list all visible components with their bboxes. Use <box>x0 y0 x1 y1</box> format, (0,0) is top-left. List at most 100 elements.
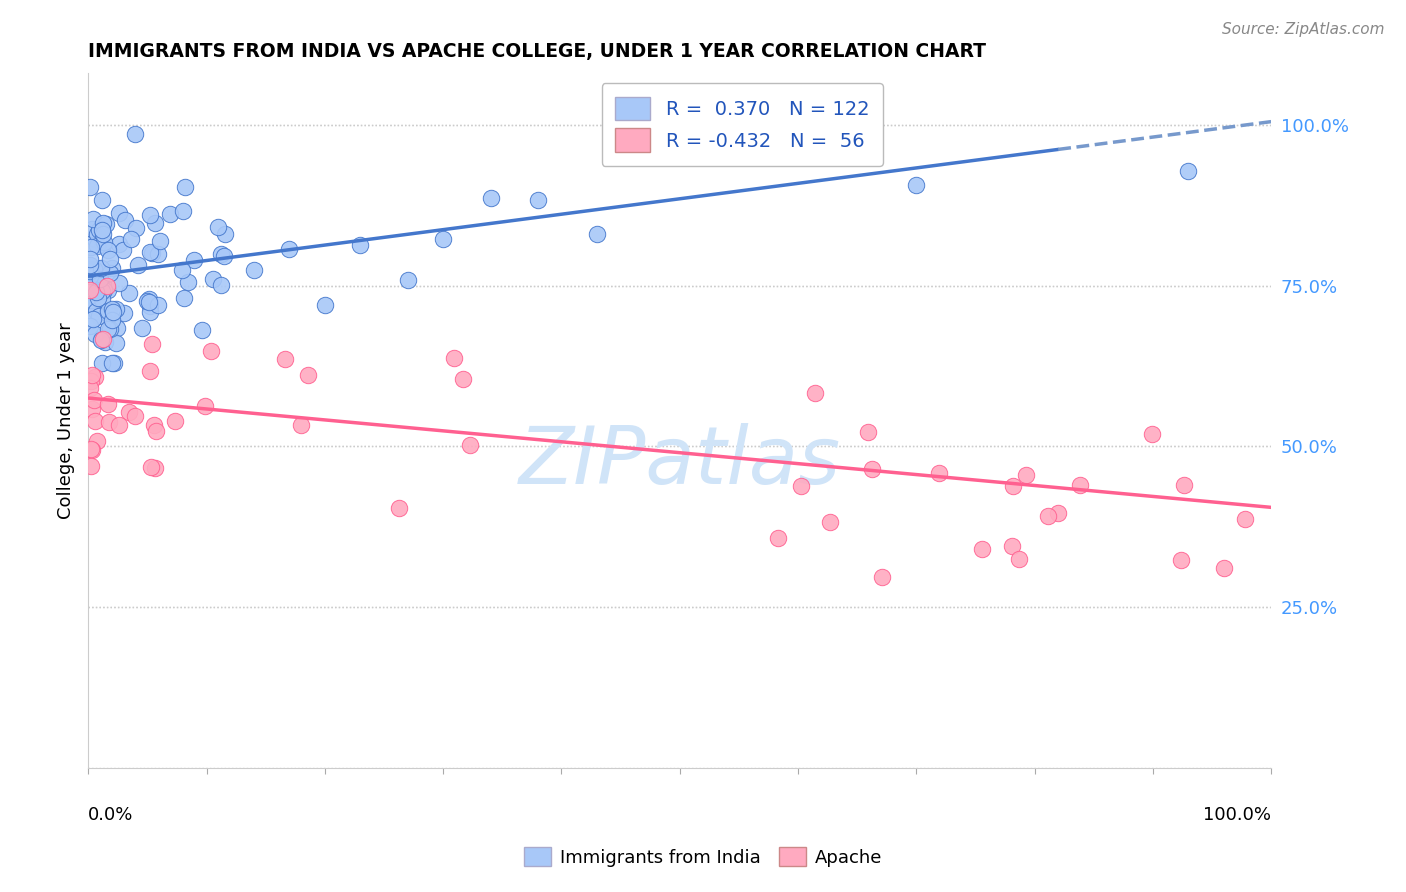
Point <box>79 180 101 194</box>
Point <box>79 269 101 284</box>
Point <box>79 264 101 278</box>
Point <box>87 291 110 305</box>
Point <box>80 459 103 474</box>
Point <box>93 280 115 294</box>
Point <box>80 314 103 328</box>
Point <box>148 247 170 261</box>
Point <box>83 261 105 276</box>
Point <box>82 368 104 382</box>
Point <box>125 220 148 235</box>
Point <box>1008 551 1031 566</box>
Point <box>84 283 107 297</box>
Point <box>172 203 194 218</box>
Point <box>1177 164 1199 178</box>
Point <box>173 292 195 306</box>
Point <box>1069 477 1091 491</box>
Point <box>80 442 103 456</box>
Point <box>818 516 841 530</box>
Point <box>290 417 312 432</box>
Point <box>1038 508 1060 523</box>
Point <box>80 240 103 254</box>
Point <box>118 285 141 300</box>
Point <box>856 425 879 439</box>
Point <box>82 312 104 326</box>
Point <box>105 321 128 335</box>
Point <box>114 212 136 227</box>
Point <box>146 298 169 312</box>
Point <box>479 191 502 205</box>
Point <box>91 292 114 306</box>
Point <box>1233 512 1256 526</box>
Point <box>80 293 103 308</box>
Point <box>145 424 167 438</box>
Point <box>191 323 214 337</box>
Point <box>83 392 105 407</box>
Point <box>586 227 609 241</box>
Point <box>183 252 205 267</box>
Point <box>80 443 103 458</box>
Point <box>90 356 112 370</box>
Point <box>108 236 131 251</box>
Point <box>194 399 217 413</box>
Point <box>97 321 120 335</box>
Text: 0.0%: 0.0% <box>89 805 134 824</box>
Point <box>139 305 162 319</box>
Point <box>101 261 124 276</box>
Point <box>89 309 111 323</box>
Point <box>79 281 101 295</box>
Point <box>139 208 162 222</box>
Point <box>159 207 181 221</box>
Point <box>139 460 162 475</box>
Point <box>139 244 162 259</box>
Point <box>108 417 131 432</box>
Point <box>90 332 112 346</box>
Point <box>96 217 118 231</box>
Point <box>80 300 103 314</box>
Point <box>79 319 101 334</box>
Point <box>131 321 153 335</box>
Point <box>870 569 893 583</box>
Point <box>101 313 124 327</box>
Point <box>790 479 813 493</box>
Point <box>396 272 419 286</box>
Point <box>297 368 319 383</box>
Point <box>89 272 111 286</box>
Point <box>93 283 115 297</box>
Point <box>139 364 162 378</box>
Point <box>79 381 101 395</box>
Point <box>804 386 827 401</box>
Point <box>174 180 197 194</box>
Point <box>139 299 162 313</box>
Point <box>86 434 108 449</box>
Point <box>84 274 107 288</box>
Point <box>1142 426 1164 441</box>
Point <box>86 227 108 241</box>
Point <box>905 178 928 193</box>
Point <box>91 223 114 237</box>
Point <box>98 252 121 266</box>
Point <box>93 332 115 346</box>
Point <box>143 460 166 475</box>
Point <box>202 271 225 285</box>
Point <box>83 232 105 246</box>
Point <box>80 402 103 417</box>
Point <box>79 258 101 272</box>
Point <box>172 263 194 277</box>
Point <box>124 409 146 424</box>
Point <box>79 262 101 277</box>
Point <box>91 237 114 252</box>
Point <box>432 232 454 246</box>
Point <box>1047 506 1070 520</box>
Point <box>84 285 107 299</box>
Legend: Immigrants from India, Apache: Immigrants from India, Apache <box>516 840 890 874</box>
Point <box>388 500 411 515</box>
Point <box>1001 479 1024 493</box>
Point <box>970 541 993 556</box>
Point <box>928 467 950 481</box>
Point <box>100 301 122 316</box>
Point <box>143 216 166 230</box>
Point <box>79 287 101 301</box>
Point <box>86 238 108 252</box>
Point <box>209 277 232 292</box>
Point <box>138 294 160 309</box>
